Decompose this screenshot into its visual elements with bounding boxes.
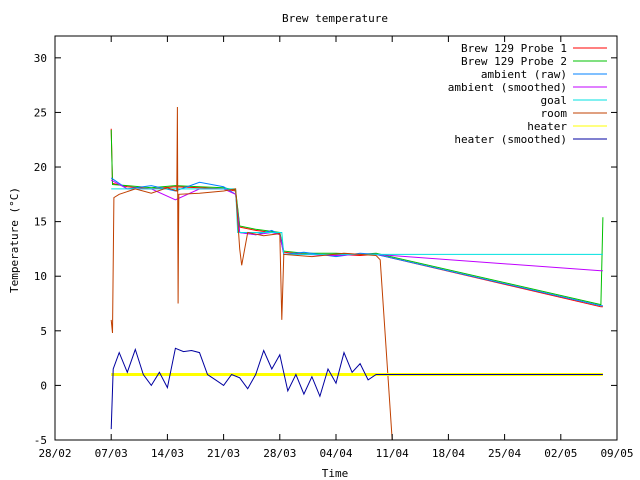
- x-tick-label: 02/05: [544, 447, 577, 460]
- axes: 28/02 07/03 14/03 21/03 28/03 04/04 11/04 18/04…: [34, 35, 634, 460]
- plot-frame: [54, 35, 618, 441]
- legend-label: Brew 129 Probe 1: [461, 42, 567, 55]
- x-tick-label: 14/03: [151, 447, 184, 460]
- y-tick-label: -5: [34, 434, 47, 447]
- series-line-ambient-raw: [110, 177, 603, 307]
- x-tick-label: 28/02: [38, 447, 71, 460]
- legend-label: ambient (raw): [481, 68, 567, 81]
- series-line-brew-129-probe-2: [110, 129, 604, 306]
- x-tick-label: 09/05: [600, 447, 633, 460]
- x-tick-label: 21/03: [207, 447, 240, 460]
- x-tick-label: 18/04: [432, 447, 465, 460]
- series-line-heater-smoothed: [110, 347, 603, 430]
- x-tick-label: 28/03: [263, 447, 296, 460]
- series-line-brew-129-probe-1: [110, 128, 603, 308]
- legend-label: goal: [541, 94, 568, 107]
- legend-label: room: [541, 107, 568, 120]
- y-tick-label: 10: [34, 270, 47, 283]
- y-tick-label: 25: [34, 106, 47, 119]
- legend-label: Brew 129 Probe 2: [461, 55, 567, 68]
- series-line-goal: [111, 188, 603, 255]
- y-tick-label: 5: [40, 325, 47, 338]
- x-tick-label: 11/04: [376, 447, 409, 460]
- x-axis-label: Time: [322, 467, 349, 480]
- y-tick-label: 30: [34, 52, 47, 65]
- chart-title: Brew temperature: [282, 12, 388, 25]
- y-tick-label: 0: [40, 379, 47, 392]
- x-tick-label: 07/03: [95, 447, 128, 460]
- y-axis-label: Temperature (°C): [8, 187, 21, 293]
- y-tick-label: 15: [34, 216, 47, 229]
- legend-label: ambient (smoothed): [448, 81, 567, 94]
- plot-lines: [110, 106, 604, 440]
- legend-label: heater (smoothed): [454, 133, 567, 146]
- y-tick-label: 20: [34, 161, 47, 174]
- series-line-room: [110, 106, 393, 440]
- x-tick-label: 04/04: [319, 447, 352, 460]
- x-tick-label: 25/04: [488, 447, 521, 460]
- legend-label: heater: [527, 120, 567, 133]
